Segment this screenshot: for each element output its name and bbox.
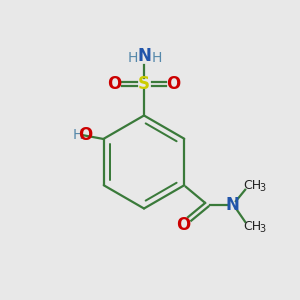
Text: H: H xyxy=(128,51,138,65)
Text: N: N xyxy=(225,196,239,214)
Text: CH: CH xyxy=(244,220,262,233)
Text: 3: 3 xyxy=(260,224,266,234)
Text: O: O xyxy=(176,216,191,234)
Text: O: O xyxy=(166,75,181,93)
Text: H: H xyxy=(72,128,83,142)
Text: CH: CH xyxy=(244,179,262,192)
Text: H: H xyxy=(152,51,162,65)
Text: N: N xyxy=(138,47,152,65)
Text: S: S xyxy=(138,75,150,93)
Text: 3: 3 xyxy=(260,183,266,193)
Text: O: O xyxy=(107,75,122,93)
Text: O: O xyxy=(78,125,92,143)
